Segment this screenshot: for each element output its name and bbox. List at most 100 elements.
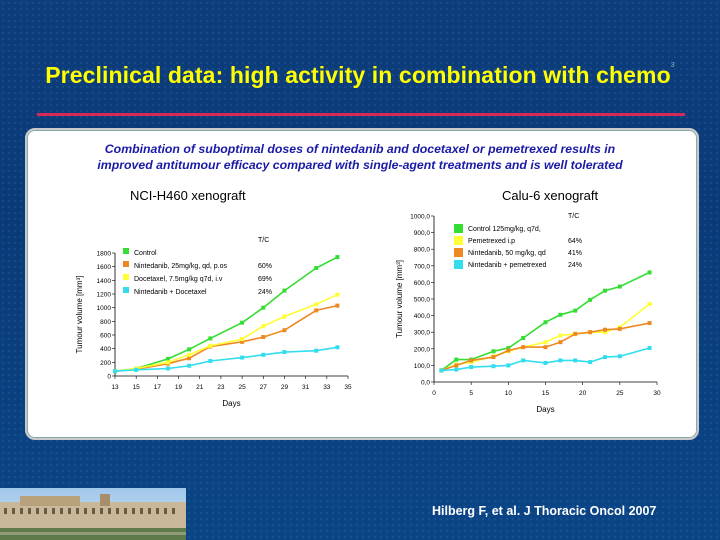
data-point: [113, 369, 117, 374]
data-point: [165, 360, 170, 365]
data-point: [491, 355, 496, 360]
data-point: [506, 363, 511, 368]
data-point: [187, 363, 192, 368]
data-point: [261, 352, 266, 357]
x-tick-label: 20: [579, 390, 587, 397]
data-point: [439, 368, 444, 373]
y-tick-label: 100,0: [414, 363, 431, 370]
subtitle-line-1: Combination of suboptimal doses of ninte…: [104, 142, 616, 156]
legend-label-1: Nintedanib, 25mg/kg, qd, p.os: [134, 263, 228, 270]
y-tick-label: 400,0: [414, 313, 431, 320]
data-point: [187, 347, 192, 352]
x-tick-label: 0: [432, 390, 436, 397]
y-tick-label: 300,0: [414, 330, 431, 337]
x-tick-label: 13: [111, 384, 119, 391]
data-point: [240, 339, 245, 344]
data-point: [506, 345, 511, 350]
legend-label-0: Control 125mg/kg, q7d,: [468, 226, 541, 233]
legend-header: T/C: [568, 213, 579, 220]
slide-title: Preclinical data: high activity in combi…: [0, 62, 720, 89]
chart-title-right: Calu-6 xenograft: [502, 188, 599, 203]
data-point: [647, 345, 652, 350]
legend-label-3: Nintedanib + pemetrexed: [468, 262, 547, 269]
data-point: [187, 352, 192, 357]
data-point: [314, 266, 319, 271]
data-point: [240, 355, 245, 360]
y-tick-label: 1000,0: [410, 214, 430, 221]
x-tick-label: 30: [653, 390, 661, 397]
data-point: [543, 320, 548, 325]
data-point: [588, 330, 593, 335]
y-tick-label: 0,0: [421, 380, 430, 387]
x-tick-label: 15: [133, 384, 141, 391]
data-point: [573, 308, 578, 313]
data-point: [454, 357, 459, 362]
data-point: [558, 312, 563, 317]
legend-swatch-1: [454, 236, 463, 245]
legend-label-0: Control: [134, 250, 157, 257]
series-line-0: [114, 256, 338, 372]
x-tick-label: 21: [196, 384, 204, 391]
series-line-1: [114, 304, 338, 372]
data-point: [558, 333, 563, 338]
legend-label-3: Nintedanib + Docetaxel: [134, 289, 207, 296]
data-point: [647, 270, 652, 275]
y-tick-label: 1000: [97, 305, 112, 312]
y-tick-label: 800: [100, 319, 111, 326]
x-tick-label: 17: [154, 384, 162, 391]
x-tick-label: 19: [175, 384, 183, 391]
data-point: [617, 354, 622, 359]
y-tick-label: 200: [100, 360, 111, 367]
legend-tc-2: 69%: [258, 276, 272, 283]
legend-tc-2: 41%: [568, 250, 582, 257]
data-point: [521, 345, 526, 350]
slide-title-text: Preclinical data: high activity in combi…: [45, 62, 671, 88]
y-tick-label: 800,0: [414, 247, 431, 254]
x-tick-label: 25: [616, 390, 624, 397]
data-point: [647, 301, 652, 306]
data-point: [282, 288, 287, 293]
x-tick-label: 23: [217, 384, 225, 391]
x-tick-label: 35: [344, 384, 352, 391]
legend-swatch-2: [123, 274, 129, 280]
citation: Hilberg F, et al. J Thoracic Oncol 2007: [432, 504, 657, 518]
data-point: [454, 363, 459, 368]
data-point: [314, 308, 319, 313]
legend-label-2: Nintedanib, 50 mg/kg, qd: [468, 250, 546, 257]
data-point: [240, 337, 245, 342]
data-point: [134, 367, 139, 372]
y-tick-label: 900,0: [414, 230, 431, 237]
title-reference: 3: [670, 62, 675, 69]
y-tick-label: 200,0: [414, 346, 431, 353]
data-point: [335, 292, 340, 297]
data-point: [282, 350, 287, 355]
legend-tc-1: 60%: [258, 263, 272, 270]
data-point: [506, 348, 511, 353]
y-tick-label: 1200: [97, 292, 112, 299]
data-point: [602, 288, 607, 293]
x-tick-label: 5: [469, 390, 473, 397]
chart-nci-h460: 0 200 400 600 800 1000 1200 1400 1600 1800 13 15 17 1…: [75, 237, 352, 408]
data-point: [240, 320, 245, 325]
series-line-3: [114, 346, 338, 372]
data-point: [491, 349, 496, 354]
chart-title-left: NCI-H460 xenograft: [130, 188, 246, 203]
data-point: [282, 328, 287, 333]
y-tick-label: 1400: [97, 278, 112, 285]
x-tick-label: 27: [260, 384, 268, 391]
legend-header: T/C: [258, 237, 269, 244]
x-tick-label: 31: [302, 384, 310, 391]
legend-label-1: Pemetrexed i.p: [468, 238, 515, 245]
data-point: [558, 340, 563, 345]
data-point: [543, 345, 548, 350]
data-point: [521, 358, 526, 363]
data-point: [469, 365, 474, 370]
legend-swatch-1: [123, 261, 129, 267]
x-tick-label: 10: [505, 390, 513, 397]
data-point: [469, 358, 474, 363]
data-point: [261, 324, 266, 329]
y-axis-label: Tumour volume [mm³]: [75, 276, 84, 354]
legend-label-2: Docetaxel, 7.5mg/kg q7d, i.v: [134, 276, 223, 283]
data-point: [335, 303, 340, 308]
data-point: [491, 364, 496, 369]
